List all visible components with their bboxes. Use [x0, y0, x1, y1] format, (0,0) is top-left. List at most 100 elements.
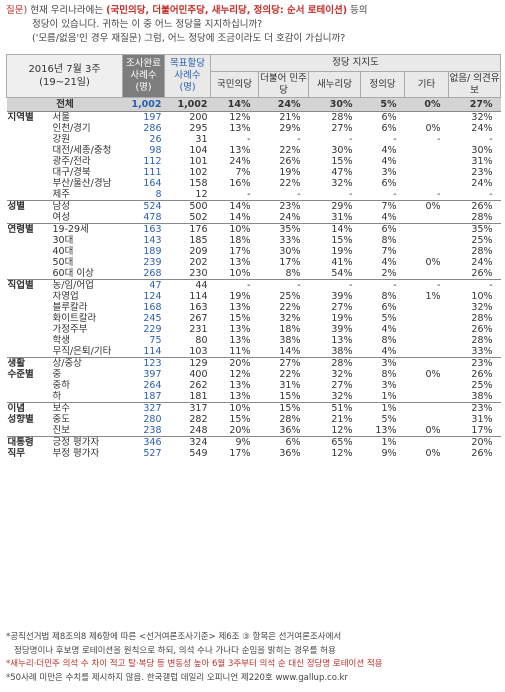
party-pct: 8%: [381, 369, 397, 380]
target-count: 176: [164, 223, 211, 235]
completed-count: 47: [122, 279, 165, 291]
row-label: 제주: [52, 189, 70, 200]
party-pct: 6%: [381, 302, 397, 313]
party-pct: 14%: [210, 97, 259, 112]
table-row: 50대 239 202 13% 17% 41% 4% 0% 24%: [7, 257, 501, 268]
survey-period: 2016년 7월 3주 (19~21일): [5, 54, 124, 98]
party-pct: 15%: [229, 414, 251, 425]
party-pct: 8%: [381, 291, 397, 302]
row-group: 직무: [7, 448, 25, 459]
table-body: 전체 1,002 1,002 14% 24% 30% 5% 0% 27% 지역별 서울 197 200 1…: [6, 97, 501, 459]
party-pct: 31%: [331, 212, 353, 223]
row-group: 이념: [6, 402, 51, 414]
row-group: [7, 145, 51, 156]
target-count: 104: [189, 145, 208, 156]
party-pct: 14%: [229, 212, 251, 223]
target-count: 549: [189, 448, 208, 459]
table-row: 성향별 중도 280 282 15% 28% 21% 5% 31%: [7, 414, 501, 425]
party-header: 새누리당: [308, 71, 362, 98]
party-pct: 27%: [331, 302, 353, 313]
row-label: 보수: [50, 402, 123, 414]
party-pct: [404, 223, 449, 235]
party-pct: 47%: [331, 167, 353, 178]
party-pct: 28%: [471, 212, 493, 223]
party-pct: 15%: [331, 156, 353, 167]
completed-count: 286: [143, 123, 162, 134]
table-row: 40대 189 209 17% 30% 19% 7% 28%: [7, 246, 501, 257]
party-pct: 5%: [381, 313, 397, 324]
party-pct: 32%: [448, 111, 501, 123]
row-label: 19-29세: [50, 223, 123, 235]
party-pct: 22%: [279, 369, 301, 380]
table-row: 학생 75 80 13% 38% 13% 8% 28%: [7, 335, 501, 346]
row-label: 자영업: [52, 291, 79, 302]
party-pct: 51%: [308, 402, 361, 414]
party-pct: 0%: [425, 369, 441, 380]
party-pct: 12%: [331, 448, 353, 459]
party-pct: 30%: [331, 145, 353, 156]
row-group: 전체: [6, 97, 123, 112]
party-pct: -: [393, 189, 397, 200]
party-pct: 18%: [279, 324, 301, 335]
party-pct: 13%: [229, 380, 251, 391]
party-pct: 19%: [331, 246, 353, 257]
target-count: 200: [164, 111, 211, 123]
row-label: 부산/울산/경남: [52, 178, 112, 189]
row-group: [7, 425, 51, 437]
target-count: 185: [189, 235, 208, 246]
party-pct: 21%: [331, 414, 353, 425]
party-pct: -: [437, 134, 441, 145]
party-pct: 32%: [331, 369, 353, 380]
row-label: 대전/세종/충청: [52, 145, 112, 156]
completed-count: 112: [143, 156, 162, 167]
party-pct: 13%: [229, 324, 251, 335]
row-label: 중도: [52, 414, 70, 425]
party-pct: 14%: [279, 346, 301, 357]
party-pct: 5%: [381, 414, 397, 425]
party-pct: 20%: [448, 436, 501, 448]
party-pct: 39%: [331, 291, 353, 302]
party-pct: 28%: [471, 313, 493, 324]
target-count: 1,002: [164, 97, 211, 112]
party-pct: 6%: [381, 123, 397, 134]
total-row: 전체 1,002 1,002 14% 24% 30% 5% 0% 27%: [6, 97, 501, 112]
party-pct: [405, 313, 449, 324]
target-count: 31: [195, 134, 208, 145]
party-pct: 4%: [381, 257, 397, 268]
row-group: [7, 335, 51, 346]
party-pct: 26%: [471, 268, 493, 279]
table-row: 화이트칼라 245 267 15% 32% 19% 5% 28%: [7, 313, 501, 324]
party-pct: 25%: [279, 291, 301, 302]
party-pct: 31%: [471, 414, 493, 425]
party-pct: [405, 380, 449, 391]
completed-count: 189: [143, 246, 162, 257]
party-pct: 13%: [229, 145, 251, 156]
survey-days: (19~21일): [39, 77, 90, 88]
party-header: 기타: [404, 71, 450, 98]
party-pct: 22%: [279, 145, 301, 156]
row-label: 광주/전라: [52, 156, 91, 167]
completed-count: 527: [143, 448, 162, 459]
table-row: 수준별 중 397 400 12% 22% 32% 8% 0% 26%: [7, 369, 501, 380]
party-pct: 24%: [471, 123, 493, 134]
party-pct: 1%: [381, 391, 397, 402]
row-label: 가정주부: [52, 324, 88, 335]
party-pct: 39%: [331, 324, 353, 335]
party-pct: [405, 212, 449, 224]
completed-count: 111: [143, 167, 162, 178]
party-pct: -: [297, 189, 301, 200]
party-pct: 11%: [229, 346, 251, 357]
party-header: 없음/ 의견유보: [448, 71, 502, 98]
question-line-1: 질문) 현재 우리나라에는 (국민의당, 더불어민주당, 새누리당, 정의당: …: [6, 4, 500, 18]
party-pct: 13%: [375, 425, 397, 436]
party-pct: 4%: [381, 212, 397, 223]
completed-count: 143: [143, 235, 162, 246]
row-group: [7, 212, 51, 224]
party-pct: 24%: [279, 212, 301, 223]
party-pct: -: [489, 189, 493, 200]
party-pct: [405, 178, 449, 189]
party-pct: [405, 302, 449, 313]
target-count: 400: [189, 369, 208, 380]
party-support-header: 정당 지지도: [210, 54, 502, 72]
party-pct: 10%: [210, 223, 259, 235]
